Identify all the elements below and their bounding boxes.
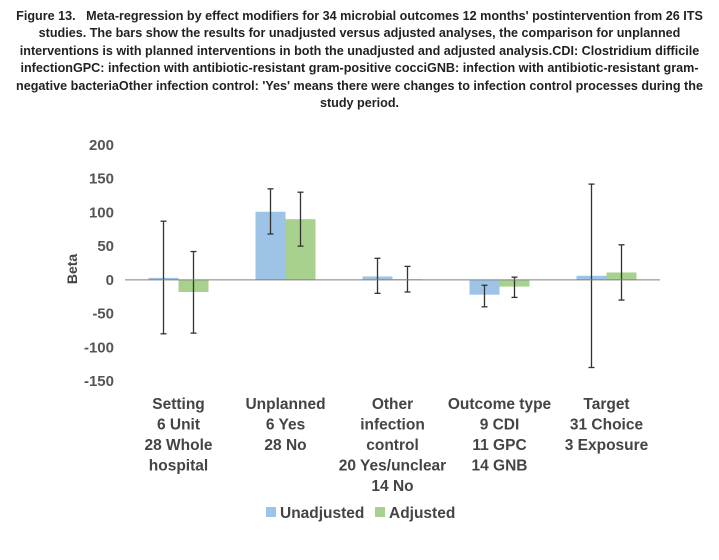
category-label-line: Outcome type [448, 396, 552, 413]
category-label-line: 6 Yes [266, 417, 305, 434]
category-label-line: Setting [152, 396, 205, 413]
y-tick-label: -100 [84, 339, 114, 356]
category-label-line: Other [372, 396, 413, 413]
category-label-line: 28 No [264, 437, 306, 454]
error-bar-unadjusted [374, 257, 381, 294]
y-tick-label: 100 [89, 204, 114, 221]
error-bar-adjusted [511, 276, 518, 299]
error-bar-adjusted [297, 191, 304, 247]
legend-swatch-unadjusted [266, 507, 276, 517]
y-tick-label: -50 [92, 306, 114, 323]
y-tick-label: 0 [106, 272, 114, 289]
y-tick-label: 150 [89, 171, 114, 188]
legend-label-unadjusted: Unadjusted [280, 505, 364, 522]
figure-caption: Figure 13. Meta-regression by effect mod… [8, 8, 711, 112]
legend: Unadjusted Adjusted [266, 505, 455, 522]
error-bar-unadjusted [267, 188, 274, 235]
category-labels: Setting 6 Unit 28 Whole hospital Unplanned 6 … [144, 396, 648, 495]
category-label: Outcome type 9 CDI 11 GPC 14 GNB [448, 396, 552, 475]
category-label-line: Unplanned [245, 396, 325, 413]
y-axis-label: Beta [64, 254, 80, 285]
category-label-line: 31 Choice [570, 417, 644, 434]
category-label-line: 28 Whole [144, 437, 212, 454]
y-axis-ticks: 200 150 100 50 0 -50 -100 -150 [84, 137, 114, 390]
category-label-line: control [366, 437, 419, 454]
category-label-line: 14 No [371, 478, 413, 495]
error-bar-adjusted [190, 250, 197, 334]
category-label-line: Target [583, 396, 629, 413]
error-bar-unadjusted [588, 183, 595, 369]
category-label-line: infection [360, 417, 425, 434]
error-bar-adjusted [618, 244, 625, 301]
category-label-line: 9 CDI [480, 417, 520, 434]
category-label-line: 6 Unit [157, 417, 200, 434]
bars [148, 211, 637, 295]
caption-text: Meta-regression by effect modifiers for … [16, 9, 703, 111]
category-label: Target 31 Choice 3 Exposure [565, 396, 649, 454]
legend-label-adjusted: Adjusted [389, 505, 455, 522]
error-bars [160, 183, 625, 369]
category-label-line: 3 Exposure [565, 437, 649, 454]
error-bar-adjusted [404, 265, 411, 293]
y-tick-label: -150 [84, 373, 114, 390]
category-label-line: 11 GPC [472, 437, 526, 454]
caption-prefix: Figure 13. [16, 9, 76, 23]
error-bar-unadjusted [481, 284, 488, 308]
category-label-line: hospital [149, 458, 208, 475]
error-bar-unadjusted [160, 220, 167, 335]
legend-swatch-adjusted [375, 507, 385, 517]
category-label: Setting 6 Unit 28 Whole hospital [144, 396, 212, 475]
category-label: Other infection control 20 Yes/unclear 14 No [339, 396, 446, 495]
category-label-line: 14 GNB [472, 458, 528, 475]
y-tick-label: 50 [97, 238, 114, 255]
category-label-line: 20 Yes/unclear [339, 458, 446, 475]
category-label: Unplanned 6 Yes 28 No [245, 396, 325, 454]
y-tick-label: 200 [89, 137, 114, 154]
